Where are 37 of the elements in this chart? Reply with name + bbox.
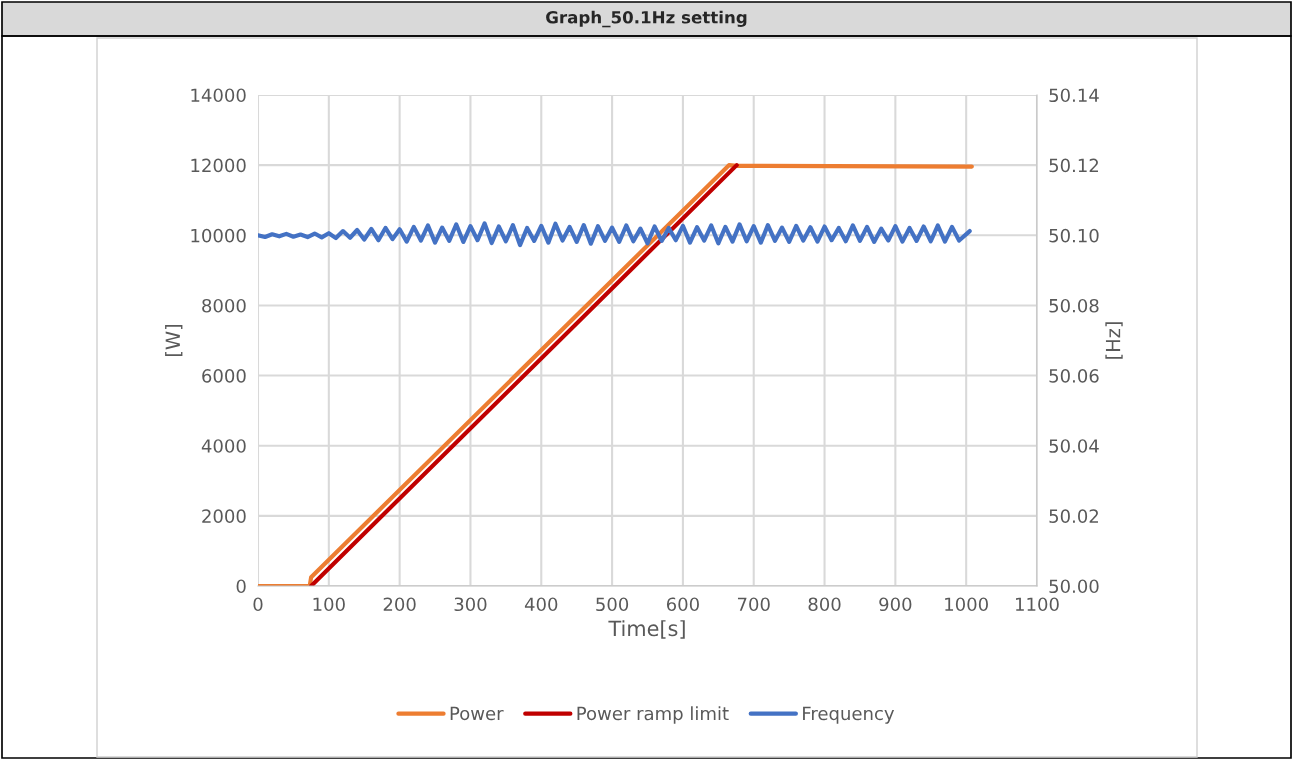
- y-tick-label: 14000: [191, 88, 246, 103]
- y2-tick-label: 50.12: [1049, 158, 1098, 173]
- y2-tick-label: 50.14: [1049, 88, 1099, 103]
- legend-label: Frequency: [803, 706, 895, 724]
- y2-axis-title: [Hz]: [1105, 322, 1123, 359]
- y-tick-label: 12000: [191, 158, 246, 173]
- y2-tick-label: 50.10: [1049, 228, 1099, 243]
- line-series: [258, 221, 972, 248]
- y-tick-label: 2000: [202, 509, 246, 523]
- x-tick-label: 1100: [1016, 597, 1059, 612]
- y-axis-title: [W]: [165, 324, 183, 357]
- y2-tick-label: 50.04: [1049, 439, 1099, 453]
- legend-label: Power: [450, 706, 504, 721]
- y2-tick-label: 50.02: [1049, 509, 1098, 523]
- x-tick-label: 500: [596, 597, 629, 612]
- y2-tick-label: 50.06: [1049, 369, 1099, 383]
- x-tick-label: 600: [666, 597, 699, 612]
- x-tick-label: 800: [808, 597, 841, 612]
- y2-tick-label: 50.08: [1049, 298, 1099, 313]
- x-tick-label: 300: [454, 597, 487, 612]
- x-tick-label: 100: [313, 597, 345, 612]
- y2-tick-label: 50.00: [1049, 579, 1099, 594]
- chart-title: Graph_50.1Hz setting: [546, 10, 747, 28]
- x-tick-label: 0: [253, 597, 263, 612]
- x-tick-label: 200: [383, 597, 416, 612]
- x-tick-label: 900: [879, 597, 912, 612]
- y-tick-label: 4000: [201, 439, 246, 453]
- x-axis-title: Time[s]: [608, 620, 685, 639]
- y-tick-label: 8000: [202, 298, 246, 313]
- legend-label: Power ramp limit: [577, 706, 729, 724]
- y-tick-label: 6000: [202, 369, 246, 383]
- line-series: [258, 163, 974, 586]
- x-tick-label: 1000: [945, 597, 988, 612]
- y-tick-label: 10000: [191, 228, 246, 243]
- y-tick-label: 0: [236, 579, 246, 594]
- x-tick-label: 700: [737, 597, 770, 612]
- x-tick-label: 400: [524, 597, 558, 612]
